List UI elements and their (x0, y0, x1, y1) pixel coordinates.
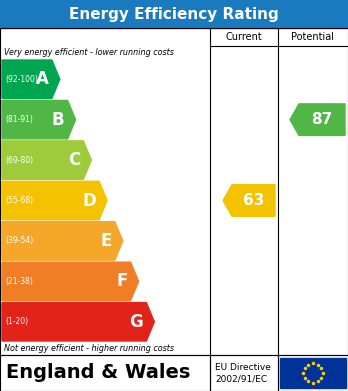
Text: (69-80): (69-80) (5, 156, 33, 165)
Text: 63: 63 (243, 193, 264, 208)
Text: F: F (116, 273, 128, 291)
Bar (0, 28, 348, 355)
Text: (92-100): (92-100) (5, 75, 38, 84)
Polygon shape (2, 303, 155, 341)
Text: Energy Efficiency Rating: Energy Efficiency Rating (69, 7, 279, 22)
Text: C: C (68, 151, 80, 169)
Polygon shape (2, 262, 139, 301)
Polygon shape (223, 185, 275, 216)
Text: 87: 87 (311, 112, 333, 127)
Text: Current: Current (226, 32, 262, 42)
Polygon shape (2, 100, 76, 139)
Polygon shape (2, 141, 91, 179)
Text: Potential: Potential (292, 32, 334, 42)
Text: E: E (101, 232, 112, 250)
Bar (0, 0, 348, 28)
Polygon shape (2, 181, 107, 220)
Text: (39-54): (39-54) (5, 237, 33, 246)
Polygon shape (2, 60, 60, 99)
Polygon shape (290, 104, 345, 135)
Text: G: G (129, 313, 143, 331)
Text: England & Wales: England & Wales (6, 364, 190, 382)
Text: B: B (52, 111, 65, 129)
Polygon shape (2, 222, 123, 260)
Text: (1-20): (1-20) (5, 317, 28, 326)
Text: (81-91): (81-91) (5, 115, 33, 124)
Text: (55-68): (55-68) (5, 196, 33, 205)
Text: D: D (82, 192, 96, 210)
Text: Not energy efficient - higher running costs: Not energy efficient - higher running co… (4, 344, 174, 353)
Text: A: A (36, 70, 49, 88)
Text: (21-38): (21-38) (5, 277, 33, 286)
Text: Very energy efficient - lower running costs: Very energy efficient - lower running co… (4, 48, 174, 57)
Bar (0, 355, 348, 391)
Bar (280, 358, 346, 388)
Text: EU Directive
2002/91/EC: EU Directive 2002/91/EC (215, 362, 271, 384)
